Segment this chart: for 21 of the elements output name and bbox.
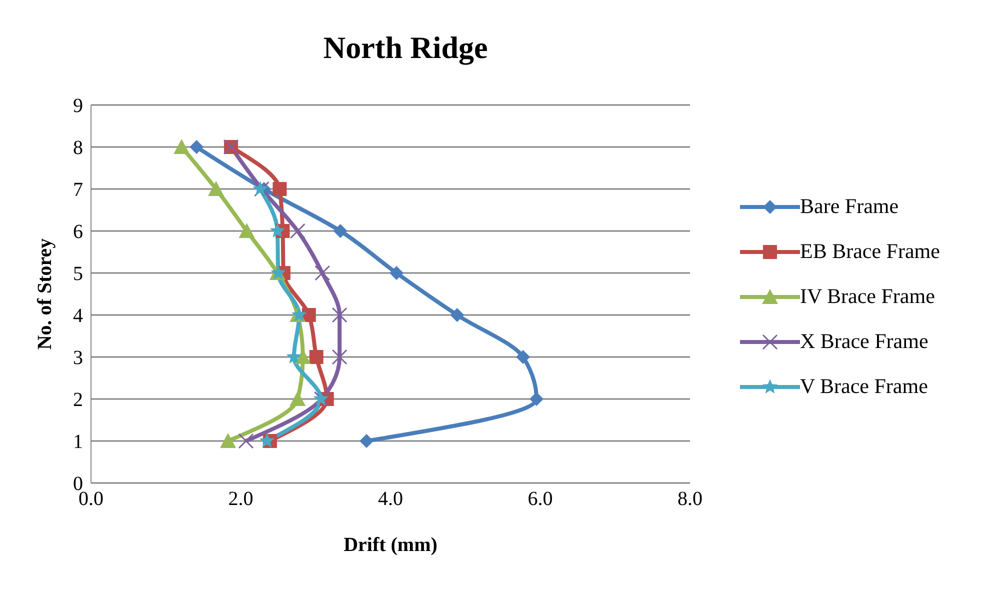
x-axis-title: Drift (mm) xyxy=(344,534,438,556)
legend-label: X Brace Frame xyxy=(800,329,928,354)
y-axis-title: No. of Storey xyxy=(34,238,56,350)
legend-label: Bare Frame xyxy=(800,194,899,219)
chart-title: North Ridge xyxy=(322,30,489,66)
x-tick-label: 8.0 xyxy=(678,488,702,510)
legend-label: IV Brace Frame xyxy=(800,284,935,309)
y-tick-label: 8 xyxy=(73,137,83,160)
y-tick-label: 9 xyxy=(73,95,83,118)
x-tick-label: 2.0 xyxy=(228,488,254,510)
y-tick-label: 1 xyxy=(73,431,83,454)
y-tick-label: 3 xyxy=(73,347,83,370)
y-tick-label: 2 xyxy=(73,389,83,412)
legend-label: EB Brace Frame xyxy=(800,239,940,264)
y-tick-label: 6 xyxy=(73,221,83,244)
y-tick-label: 5 xyxy=(73,263,83,286)
y-tick-label: 7 xyxy=(73,179,83,202)
legend-label: V Brace Frame xyxy=(800,374,928,399)
x-tick-label: 6.0 xyxy=(528,488,553,510)
x-tick-label: 4.0 xyxy=(378,488,403,510)
y-tick-label: 4 xyxy=(73,305,83,328)
